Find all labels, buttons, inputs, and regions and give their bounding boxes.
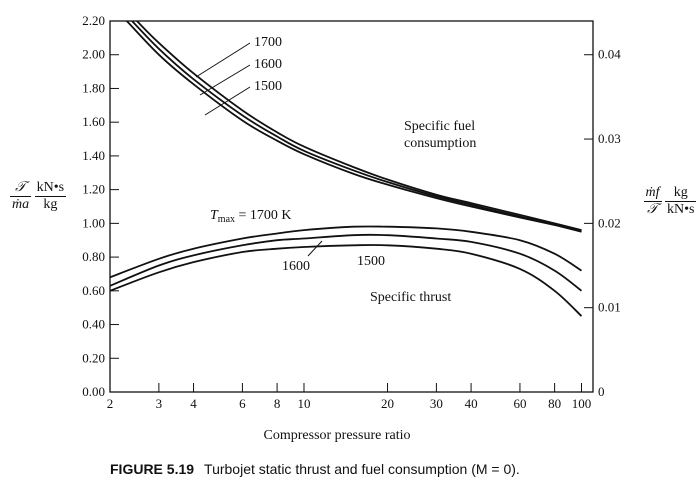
- series-line-specific-thrust-tmax-1500-k: [110, 244, 583, 317]
- x-tick-label: 8: [274, 396, 281, 411]
- series-layer: [110, 21, 583, 317]
- left-tick-label: 0.40: [82, 317, 105, 332]
- left-tick-label: 0.60: [82, 283, 105, 298]
- x-tick-label: 3: [156, 396, 163, 411]
- left-tick-label: 1.40: [82, 148, 105, 163]
- right-axis-ticks: 0 0.01 0.02 0.03 0.04: [584, 47, 621, 399]
- sfc-leader-1700: [195, 42, 251, 78]
- sfc-temp-1600: 1600: [254, 57, 282, 72]
- left-tick-label: 0.20: [82, 350, 105, 365]
- sfc-temp-1700: 1700: [254, 35, 282, 50]
- series-line-specific-thrust-tmax-1600-k: [110, 233, 583, 292]
- series-line-specific-fuel-consumption-tmax-1500-k: [136, 21, 582, 231]
- figure-number: FIGURE 5.19: [110, 461, 195, 477]
- x-tick-label: 2: [107, 396, 114, 411]
- left-tick-label: 0.00: [82, 384, 105, 399]
- left-tick-label: 1.00: [82, 215, 105, 230]
- left-axis-units: kN•s kg: [34, 180, 67, 212]
- x-axis-ticks: 2 3 4 6 8 10 20 30 40 60 80 100: [107, 383, 592, 411]
- thrust-leader: [307, 240, 323, 257]
- right-tick-label: 0.04: [598, 47, 621, 62]
- right-axis-label: ṁf 𝒯 kg kN•s: [640, 185, 700, 232]
- right-axis-units: kg kN•s: [665, 185, 697, 217]
- series-line-specific-thrust-tmax-1700-k: [110, 225, 582, 279]
- x-tick-label: 4: [190, 396, 197, 411]
- right-tick-label: 0: [598, 384, 605, 399]
- series-line-specific-fuel-consumption-tmax-1600-k: [131, 21, 582, 232]
- right-axis-quantity: ṁf 𝒯: [643, 185, 662, 217]
- figure-caption-text: Turbojet static thrust and fuel consumpt…: [204, 461, 520, 477]
- left-tick-label: 2.00: [82, 47, 105, 62]
- plot-border: [109, 20, 594, 393]
- thrust-temp-1600: 1600: [282, 259, 310, 274]
- x-tick-label: 60: [513, 396, 526, 411]
- figure-caption: FIGURE 5.19 Turbojet static thrust and fu…: [110, 461, 520, 477]
- thrust-label: Specific thrust: [370, 290, 451, 305]
- left-tick-label: 2.20: [82, 13, 105, 28]
- x-tick-label: 100: [572, 396, 592, 411]
- left-tick-label: 1.80: [82, 80, 105, 95]
- right-tick-label: 0.03: [598, 131, 621, 146]
- x-tick-label: 6: [239, 396, 246, 411]
- thrust-temp-1500: 1500: [357, 254, 385, 269]
- right-tick-label: 0.01: [598, 300, 621, 315]
- x-tick-label: 80: [548, 396, 561, 411]
- left-tick-label: 1.60: [82, 114, 105, 129]
- left-axis-quantity: 𝒯 ṁa: [9, 180, 32, 212]
- x-tick-label: 40: [465, 396, 478, 411]
- x-tick-label: 20: [381, 396, 394, 411]
- tmax-label: Tmax = 1700 K: [210, 208, 292, 225]
- left-tick-label: 1.20: [82, 182, 105, 197]
- left-tick-label: 0.80: [82, 249, 105, 264]
- left-axis-ticks: 0.00 0.20 0.40 0.60 0.80 1.00 1.20 1.40 1.60 1.80…: [82, 13, 119, 399]
- series-line-specific-fuel-consumption-tmax-1700-k: [126, 21, 582, 233]
- x-tick-label: 10: [297, 396, 310, 411]
- plot-frame: [109, 20, 594, 393]
- left-axis-label: 𝒯 ṁa kN•s kg: [8, 180, 68, 227]
- sfc-label-line2: consumption: [404, 136, 476, 151]
- right-tick-label: 0.02: [598, 215, 621, 230]
- sfc-label-line1: Specific fuel: [404, 119, 475, 134]
- sfc-leader-1600: [199, 64, 251, 96]
- x-tick-label: 30: [430, 396, 443, 411]
- sfc-temp-1500: 1500: [254, 79, 282, 94]
- x-axis-title: Compressor pressure ratio: [264, 428, 411, 443]
- sfc-leader-1500: [204, 86, 251, 116]
